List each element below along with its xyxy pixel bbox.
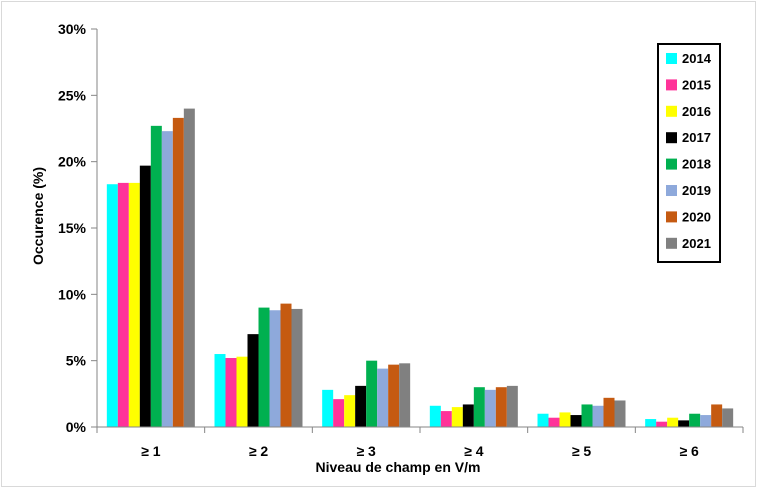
- bar-2020-cat-6: [711, 404, 723, 427]
- legend-swatch-2014: [666, 53, 677, 64]
- legend-label-2020: 2020: [682, 209, 711, 224]
- bar-2020-cat-2: [280, 303, 292, 427]
- bar-2018-cat-4: [473, 387, 485, 427]
- legend-swatch-2018: [666, 158, 677, 170]
- bar-2019-cat-4: [484, 389, 496, 427]
- bar-2018-cat-6: [689, 413, 701, 427]
- legend: 2014 2015 2016 2017 2018 2019 2020 2021: [657, 43, 721, 263]
- x-tick-label: ≥ 3: [356, 443, 376, 459]
- legend-label-2021: 2021: [682, 236, 711, 251]
- x-tick-label: ≥ 6: [679, 443, 699, 459]
- bar-2018-cat-2: [258, 307, 270, 427]
- bar-2017-cat-5: [570, 415, 582, 427]
- x-tick-label: ≥ 5: [572, 443, 592, 459]
- bars-group: [106, 108, 734, 428]
- bar-2020-cat-4: [495, 387, 507, 427]
- y-tick-label: 20%: [58, 154, 87, 170]
- bar-2014-cat-2: [214, 354, 226, 427]
- bar-2021-cat-4: [506, 385, 518, 427]
- bar-2015-cat-6: [656, 421, 668, 427]
- bar-2021-cat-2: [291, 308, 303, 427]
- y-tick-label: 0%: [66, 419, 87, 435]
- bar-2020-cat-5: [603, 397, 615, 427]
- bar-2020-cat-1: [172, 117, 184, 428]
- bar-2021-cat-3: [399, 363, 411, 427]
- bar-2019-cat-5: [592, 405, 604, 427]
- bar-2015-cat-4: [440, 411, 452, 427]
- bar-2016-cat-3: [344, 395, 356, 427]
- x-axis-title: Niveau de champ en V/m: [316, 459, 481, 475]
- bar-2014-cat-1: [106, 184, 118, 427]
- legend-swatch-2019: [666, 185, 677, 196]
- bar-2016-cat-4: [451, 407, 463, 427]
- y-tick-label: 25%: [58, 87, 87, 103]
- legend-swatch-2021: [666, 237, 677, 249]
- bar-2021-cat-5: [614, 400, 626, 427]
- bar-2014-cat-4: [429, 405, 441, 427]
- y-axis-title: Occurence (%): [30, 167, 46, 265]
- bar-2015-cat-3: [333, 399, 345, 427]
- bar-2014-cat-6: [645, 419, 657, 427]
- bar-2017-cat-1: [139, 165, 151, 427]
- x-tick-label: ≥ 4: [464, 443, 484, 459]
- bar-2019-cat-3: [377, 368, 389, 427]
- bar-2021-cat-6: [722, 408, 734, 427]
- bar-2017-cat-4: [462, 404, 474, 427]
- bar-2014-cat-3: [322, 389, 334, 427]
- bar-2018-cat-1: [150, 125, 162, 427]
- x-axis-ticks: ≥ 1 ≥ 2 ≥ 3 ≥ 4 ≥ 5 ≥ 6: [96, 427, 744, 459]
- legend-label-2019: 2019: [682, 183, 711, 198]
- bar-2016-cat-1: [128, 182, 140, 427]
- bar-2016-cat-6: [667, 417, 679, 427]
- legend-label-2014: 2014: [682, 51, 712, 66]
- bar-2015-cat-1: [117, 182, 129, 427]
- legend-swatch-2020: [666, 211, 677, 223]
- bar-2019-cat-1: [161, 131, 173, 428]
- y-tick-label: 5%: [66, 353, 87, 369]
- bar-2017-cat-2: [247, 334, 259, 427]
- bar-2015-cat-5: [548, 417, 560, 427]
- bar-2019-cat-2: [269, 310, 281, 427]
- legend-label-2018: 2018: [682, 157, 711, 172]
- bar-2019-cat-6: [700, 415, 712, 427]
- legend-swatch-2015: [666, 79, 677, 91]
- y-axis-ticks: 0% 5% 10% 15% 20% 25% 30%: [58, 21, 97, 435]
- bar-2018-cat-3: [366, 360, 378, 427]
- x-tick-label: ≥ 2: [249, 443, 269, 459]
- bar-2017-cat-6: [678, 420, 690, 427]
- y-tick-label: 30%: [58, 21, 87, 37]
- y-tick-label: 15%: [58, 220, 87, 236]
- bar-2021-cat-1: [183, 108, 195, 427]
- bar-2015-cat-2: [225, 358, 237, 427]
- x-tick-label: ≥ 1: [141, 443, 161, 459]
- y-tick-label: 10%: [58, 286, 87, 302]
- bar-2017-cat-3: [355, 385, 367, 427]
- bar-2018-cat-5: [581, 404, 593, 427]
- legend-label-2017: 2017: [682, 130, 711, 145]
- bar-2014-cat-5: [537, 413, 549, 427]
- legend-swatch-2017: [666, 132, 677, 144]
- legend-swatch-2016: [666, 105, 677, 117]
- bar-2016-cat-5: [559, 412, 571, 427]
- bar-2016-cat-2: [236, 356, 248, 427]
- legend-label-2016: 2016: [682, 104, 711, 119]
- legend-label-2015: 2015: [682, 77, 711, 92]
- bar-2020-cat-3: [388, 364, 400, 427]
